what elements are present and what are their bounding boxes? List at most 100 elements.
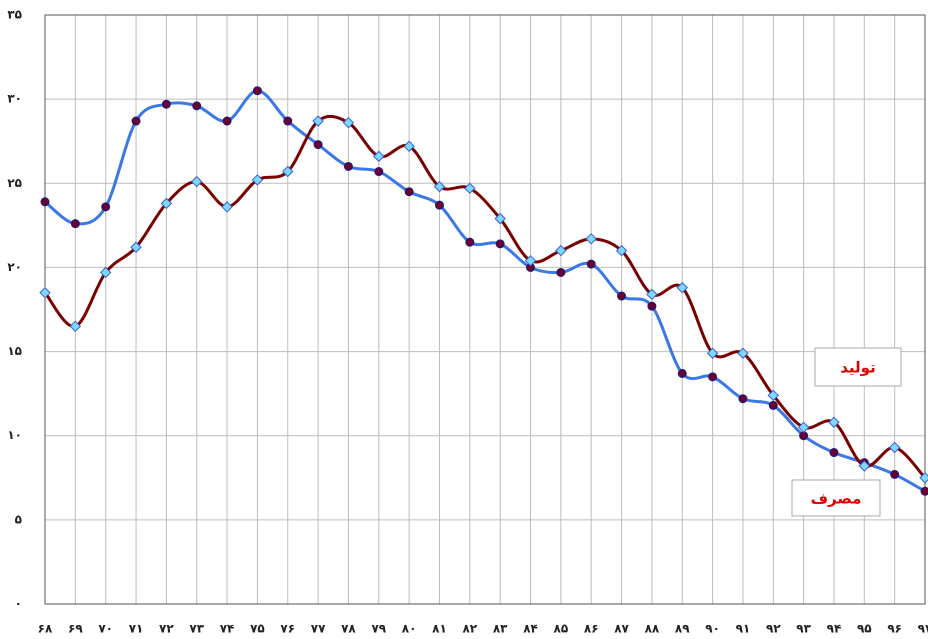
y-tick-label: ۰ [15, 597, 22, 611]
x-tick-label: ۹۲ [766, 622, 781, 636]
point-marker [222, 116, 232, 126]
y-tick-label: ۳۰ [7, 92, 22, 106]
x-tick-label: ۸۹ [675, 622, 690, 636]
point-marker [70, 219, 80, 229]
x-tick-label: ۷۶ [280, 622, 295, 636]
point-marker [39, 286, 51, 299]
point-marker [251, 174, 264, 186]
x-tick-label: ۸۷ [614, 622, 629, 636]
point-marker [920, 486, 928, 496]
y-tick-label: ۵ [15, 512, 22, 526]
x-tick-label: ۷۰ [98, 622, 113, 636]
point-marker [586, 259, 596, 269]
x-tick-label: ۹۷ [918, 622, 928, 636]
x-tick-label: ۷۱ [129, 622, 144, 636]
point-marker [768, 400, 778, 410]
x-tick-label: ۹۱ [736, 622, 751, 636]
point-marker [555, 244, 567, 257]
point-marker [312, 115, 324, 127]
legend-item: تولید [814, 347, 902, 387]
point-marker [374, 167, 384, 177]
x-tick-label: ۸۸ [645, 622, 660, 636]
x-tick-label: ۸۰ [402, 622, 417, 636]
point-marker [646, 288, 658, 301]
point-marker [738, 394, 748, 404]
x-tick-label: ۷۸ [341, 622, 356, 636]
legend-item: مصرف [791, 479, 881, 517]
x-tick-label: ۷۹ [371, 622, 386, 636]
point-marker [434, 200, 444, 210]
point-marker [131, 116, 141, 126]
legend-box [791, 479, 881, 517]
y-tick-label: ۲۵ [7, 176, 22, 190]
point-marker [737, 347, 749, 359]
x-tick-label: ۸۶ [584, 622, 599, 636]
x-tick-label: ۷۷ [311, 622, 326, 636]
point-marker [403, 140, 415, 152]
point-marker [556, 267, 566, 277]
point-marker [282, 165, 294, 178]
point-marker [69, 320, 82, 333]
point-marker [464, 182, 476, 195]
point-marker [767, 389, 779, 402]
legend-box [814, 347, 902, 387]
point-marker [465, 237, 475, 247]
point-marker [342, 116, 355, 129]
x-tick-label: ۹۰ [705, 622, 720, 636]
point-marker [919, 472, 928, 484]
x-tick-label: ۸۳ [493, 622, 508, 636]
x-tick-label: ۸۲ [462, 622, 477, 636]
point-marker [191, 175, 203, 188]
point-marker [524, 254, 537, 267]
point-marker [404, 187, 414, 197]
x-tick-label: ۹۶ [887, 622, 902, 636]
y-tick-label: ۳۵ [7, 8, 22, 22]
x-tick-label: ۸۵ [554, 622, 569, 636]
y-tick-label: ۱۵ [7, 344, 22, 358]
point-marker [617, 291, 627, 301]
point-marker [130, 241, 142, 253]
y-tick-label: ۲۰ [7, 260, 22, 274]
point-marker [433, 180, 446, 193]
point-marker [160, 197, 173, 210]
x-tick-label: ۸۴ [523, 622, 538, 636]
point-marker [585, 233, 597, 245]
x-tick-label: ۶۹ [68, 622, 83, 636]
point-marker [888, 441, 901, 454]
point-marker [615, 244, 628, 257]
point-marker [495, 239, 505, 249]
point-marker [828, 416, 840, 428]
legend-label: مصرف [811, 490, 862, 508]
point-marker [161, 99, 171, 109]
plot-frame [44, 14, 926, 605]
point-marker [890, 469, 900, 479]
x-tick-label: ۷۲ [159, 622, 174, 636]
point-marker [343, 161, 353, 171]
point-marker [677, 368, 687, 378]
point-marker [829, 448, 839, 458]
point-marker [373, 150, 385, 163]
point-marker [706, 347, 719, 359]
x-tick-label: ۹۳ [796, 622, 811, 636]
point-marker [192, 101, 202, 111]
series-line [44, 89, 926, 493]
x-tick-label: ۶۸ [38, 622, 53, 636]
point-marker [708, 372, 718, 382]
x-tick-label: ۸۱ [432, 622, 447, 636]
point-marker [494, 212, 506, 225]
x-tick-label: ۷۵ [250, 622, 265, 636]
x-tick-label: ۷۴ [220, 622, 235, 636]
point-marker [99, 266, 112, 279]
legend-label: تولید [840, 359, 875, 377]
point-marker [797, 421, 810, 434]
point-marker [647, 301, 657, 311]
point-marker [252, 86, 262, 96]
point-marker [858, 460, 871, 472]
point-marker [283, 116, 293, 126]
y-tick-label: ۱۰ [7, 428, 22, 442]
x-tick-label: ۷۳ [189, 622, 204, 636]
point-marker [221, 201, 233, 213]
point-marker [40, 197, 50, 207]
point-marker [101, 202, 111, 212]
